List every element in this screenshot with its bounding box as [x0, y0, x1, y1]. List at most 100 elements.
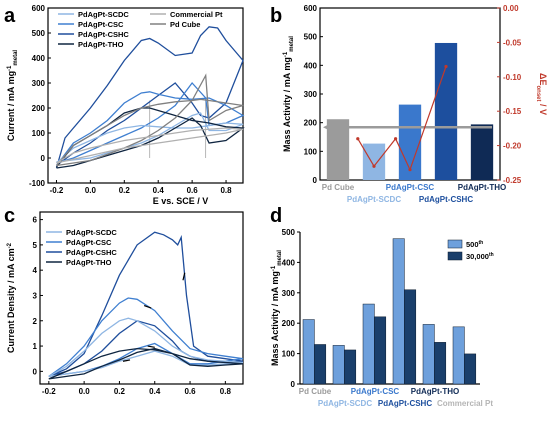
category-label-b: Pd Cube	[322, 183, 355, 192]
bar-500-2	[362, 303, 375, 385]
y-tick-label-b: 300	[304, 90, 318, 99]
legend-label-c: PdAgPt-THO	[66, 258, 112, 267]
series-line-pdagpt-tho	[48, 347, 244, 380]
y-axis-label-d: Mass Activity / mA mg-1metal	[270, 250, 283, 366]
y-tick-label-a: 400	[32, 54, 46, 63]
chart-panel-b: 0 100 200 300 400 500 600 -0.25 -0.20 -0.15 -0.10 -…	[282, 4, 548, 204]
category-label-d: PdAgPt-CSHC	[378, 399, 432, 408]
panel-letter-c: c	[4, 205, 15, 227]
y-tick-label-d: 300	[282, 289, 296, 298]
x-tick-label-a: 0.6	[187, 186, 199, 195]
category-label-b: PdAgPt-SCDC	[347, 195, 401, 204]
bar-500-1	[332, 345, 345, 385]
x-tick-label-c: 0.8	[220, 387, 232, 396]
y2-tick-label-b: -0.25	[503, 176, 522, 185]
series-line-commercial-pt	[56, 127, 244, 164]
bar-30,000-5	[464, 353, 477, 385]
chart-panel-d: 0 100 200 300 400 500 Mass Activity / mA mg-1m…	[270, 228, 494, 408]
bar-500-5	[452, 326, 465, 385]
y-tick-label-a: -100	[29, 179, 46, 188]
onset-point-b	[444, 64, 448, 69]
y-tick-label-b: 0	[313, 176, 318, 185]
bar-30,000-3	[404, 289, 417, 385]
category-label-d: PdAgPt-CSC	[351, 387, 400, 396]
y-tick-label-a: 200	[32, 104, 46, 113]
bar-pdagpt-scdc	[362, 143, 386, 180]
bar-500-0	[302, 319, 315, 385]
series-line-pdagpt-cshc	[48, 231, 244, 378]
chart-panel-a: -100 0 100 200 300 400 500 600 -0.2 0.0 0.2 0.4 0.6 0…	[6, 4, 245, 206]
y2-tick-label-b: 0.00	[503, 4, 519, 13]
plot-frame-a	[47, 7, 244, 184]
series-line-pdagpt-csc	[48, 297, 244, 378]
y-tick-label-d: 400	[282, 258, 296, 267]
legend-label-c: PdAgPt-SCDC	[66, 228, 117, 237]
y-tick-label-d: 100	[282, 350, 296, 359]
x-tick-label-a: 0.0	[85, 186, 97, 195]
x-tick-label-c: 0.6	[184, 387, 196, 396]
y-tick-label-a: 0	[41, 154, 46, 163]
series-line-pdagpt-csc	[55, 81, 245, 166]
bar-pdagpt-cshc	[434, 42, 458, 181]
y-tick-label-c: 6	[33, 216, 38, 225]
y-tick-label-c: 3	[33, 291, 38, 300]
y-tick-label-a: 100	[32, 129, 46, 138]
legend-label-c: PdAgPt-CSC	[66, 238, 112, 247]
y-tick-label-c: 5	[33, 241, 38, 250]
bar-pdagpt-csc	[398, 104, 422, 180]
y-tick-label-c: 4	[33, 266, 38, 275]
legend-label-d: 500th	[466, 240, 483, 249]
y-tick-label-a: 600	[32, 4, 46, 13]
chart-panel-c: 0 1 2 3 4 5 6 -0.2 0.0 0.2 0.4 0.6 0.8 Current Densit…	[6, 211, 244, 396]
bar-pd cube	[326, 119, 350, 180]
x-axis-label-a: E vs. SCE / V	[153, 196, 209, 206]
y-tick-label-c: 0	[33, 367, 38, 376]
series-line-pdagpt-tho	[55, 107, 245, 169]
direction-arrow-c	[122, 359, 131, 362]
legend-label-a: PdAgPt-CSC	[78, 20, 124, 29]
onset-point-b	[372, 164, 376, 168]
arrow-head-b	[323, 123, 331, 132]
x-tick-label-c: -0.2	[42, 387, 56, 396]
plot-frame-c	[39, 211, 244, 385]
y-tick-label-b: 400	[304, 61, 318, 70]
y2-tick-label-b: -0.05	[503, 38, 522, 47]
legend-label-a: PdAgPt-CSHC	[78, 30, 129, 39]
y-tick-label-a: 300	[32, 79, 46, 88]
category-label-b: PdAgPt-THO	[458, 183, 506, 192]
y2-tick-label-b: -0.10	[503, 73, 522, 82]
bar-500-3	[392, 238, 405, 385]
x-tick-label-c: 0.0	[79, 387, 91, 396]
y-tick-label-d: 500	[282, 228, 296, 237]
category-label-d: Pd Cube	[299, 387, 332, 396]
bar-500-4	[422, 324, 435, 385]
legend-label-a: PdAgPt-THO	[78, 40, 124, 49]
x-tick-label-a: 0.2	[119, 186, 131, 195]
series-line-pdagpt-scdc	[56, 112, 244, 164]
category-label-d: PdAgPt-SCDC	[318, 399, 372, 408]
legend-swatch-d	[447, 251, 463, 261]
legend-label-a: Pd Cube	[170, 20, 200, 29]
y2-tick-label-b: -0.20	[503, 142, 522, 151]
x-tick-label-a: 0.8	[220, 186, 232, 195]
y-axis-label-a: Current / mA mg-1metal	[6, 50, 19, 142]
panel-letter-d: d	[270, 205, 282, 227]
onset-point-b	[356, 137, 360, 141]
bar-30,000-1	[344, 349, 357, 385]
legend-swatch-d	[447, 239, 463, 249]
legend-label-a: PdAgPt-SCDC	[78, 10, 129, 19]
panel-letter-a: a	[4, 5, 16, 27]
category-label-b: PdAgPt-CSHC	[419, 195, 473, 204]
bar-30,000-0	[314, 344, 327, 385]
y-tick-label-a: 500	[32, 29, 46, 38]
y-axis-label-c: Current Density / mA cm-2	[6, 242, 16, 353]
x-tick-label-c: 0.4	[149, 387, 161, 396]
y-tick-label-b: 500	[304, 33, 318, 42]
legend-label-a: Commercial Pt	[170, 10, 223, 19]
y2-axis-label-b: ΔEonset / V	[535, 73, 548, 115]
direction-arrow-c	[143, 305, 152, 309]
bar-30,000-4	[434, 342, 447, 385]
y-tick-label-c: 2	[33, 317, 38, 326]
